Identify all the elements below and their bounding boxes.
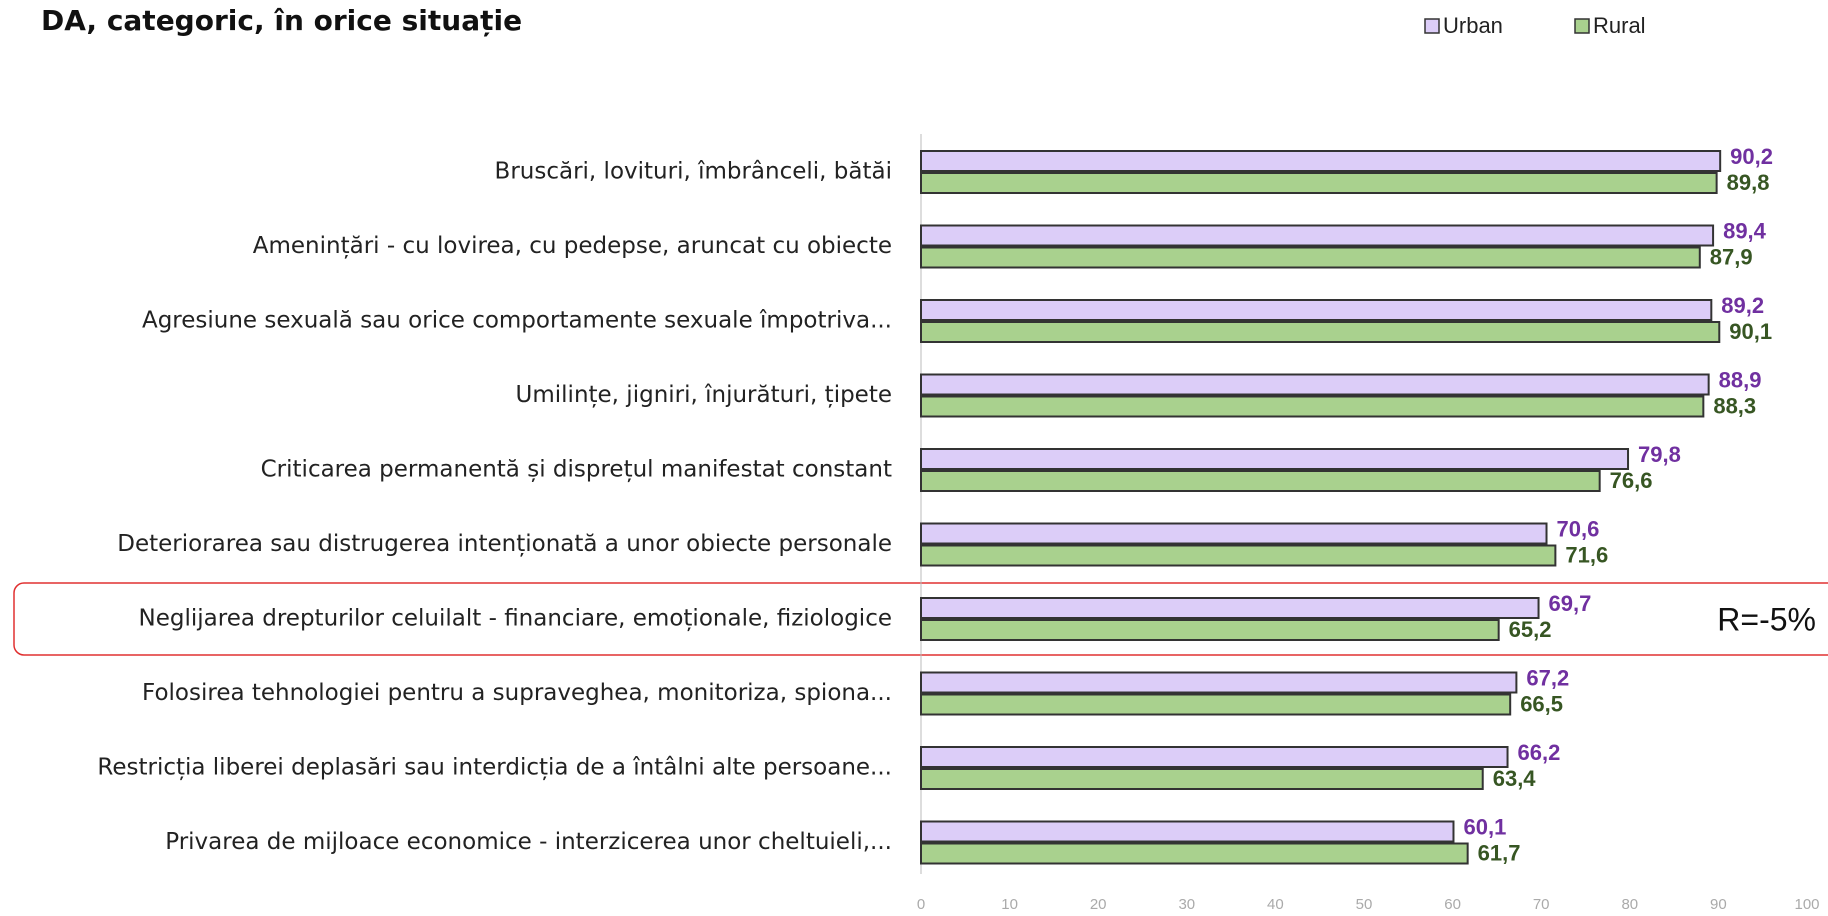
category-label: Restricția liberei deplasări sau interdi… bbox=[97, 755, 892, 781]
bar bbox=[920, 693, 1512, 716]
legend-label: Rural bbox=[1593, 13, 1646, 38]
legend-swatch bbox=[1424, 18, 1440, 34]
value-label: 66,5 bbox=[1520, 691, 1563, 716]
bar bbox=[920, 172, 1718, 194]
value-label: 67,2 bbox=[1526, 665, 1569, 690]
category-label: Bruscări, lovituri, îmbrânceli, bătăi bbox=[495, 159, 892, 185]
bar bbox=[920, 321, 1721, 343]
x-tick-label: 0 bbox=[917, 896, 925, 913]
x-tick-label: 30 bbox=[1178, 896, 1195, 913]
value-label: 71,6 bbox=[1565, 542, 1608, 567]
value-label: 69,7 bbox=[1549, 591, 1592, 616]
bar bbox=[920, 448, 1630, 470]
x-tick-label: 60 bbox=[1444, 896, 1461, 913]
x-tick-label: 20 bbox=[1090, 896, 1107, 913]
bar bbox=[920, 395, 1705, 418]
category-label: Criticarea permanentă și disprețul manif… bbox=[261, 457, 892, 483]
bar bbox=[920, 522, 1548, 545]
value-label: 90,2 bbox=[1730, 144, 1773, 169]
bar bbox=[920, 619, 1500, 641]
category-label: Folosirea tehnologiei pentru a supravegh… bbox=[142, 680, 892, 706]
value-label: 89,8 bbox=[1727, 170, 1770, 195]
bar bbox=[920, 299, 1713, 321]
category-label: Privarea de mijloace economice - interzi… bbox=[165, 829, 892, 855]
value-label: 87,9 bbox=[1710, 244, 1753, 269]
bar bbox=[920, 544, 1557, 567]
category-label: Deteriorarea sau distrugerea intenționat… bbox=[117, 531, 892, 557]
legend-label: Urban bbox=[1443, 13, 1503, 38]
bar bbox=[920, 246, 1701, 269]
legend-swatch bbox=[1574, 18, 1590, 34]
value-label: 76,6 bbox=[1610, 468, 1653, 493]
bar bbox=[920, 671, 1518, 694]
bar bbox=[920, 470, 1601, 492]
bar bbox=[920, 746, 1509, 768]
bar bbox=[920, 224, 1715, 247]
value-label: 60,1 bbox=[1463, 814, 1506, 839]
value-label: 66,2 bbox=[1518, 740, 1561, 765]
x-tick-label: 40 bbox=[1267, 896, 1284, 913]
x-tick-label: 90 bbox=[1710, 896, 1727, 913]
annotation: R=-5% bbox=[1717, 601, 1816, 637]
highlight-box bbox=[13, 582, 1828, 656]
x-tick-label: 100 bbox=[1794, 896, 1819, 913]
category-label: Umilințe, jigniri, înjurături, țipete bbox=[516, 382, 892, 408]
bar bbox=[920, 150, 1722, 172]
value-label: 88,9 bbox=[1719, 367, 1762, 392]
bar bbox=[920, 768, 1484, 790]
value-label: 70,6 bbox=[1557, 516, 1600, 541]
value-label: 63,4 bbox=[1493, 766, 1537, 791]
value-label: 65,2 bbox=[1509, 617, 1552, 642]
bar bbox=[920, 820, 1455, 843]
category-label: Agresiune sexuală sau orice comportament… bbox=[142, 308, 892, 334]
x-tick-label: 80 bbox=[1621, 896, 1638, 913]
value-label: 90,1 bbox=[1729, 319, 1772, 344]
value-label: 61,7 bbox=[1478, 840, 1521, 865]
category-label: Amenințări - cu lovirea, cu pedepse, aru… bbox=[253, 233, 892, 259]
bar bbox=[920, 597, 1540, 619]
category-label: Neglijarea drepturilor celuilalt - finan… bbox=[139, 606, 892, 632]
value-label: 79,8 bbox=[1638, 442, 1681, 467]
value-label: 89,4 bbox=[1723, 218, 1767, 243]
x-tick-label: 70 bbox=[1533, 896, 1550, 913]
x-tick-label: 10 bbox=[1001, 896, 1018, 913]
bar bbox=[920, 373, 1710, 396]
bar bbox=[920, 842, 1469, 865]
x-tick-label: 50 bbox=[1356, 896, 1373, 913]
value-label: 88,3 bbox=[1713, 393, 1756, 418]
chart-title: DA, categoric, în orice situație bbox=[41, 4, 522, 37]
value-label: 89,2 bbox=[1721, 293, 1764, 318]
